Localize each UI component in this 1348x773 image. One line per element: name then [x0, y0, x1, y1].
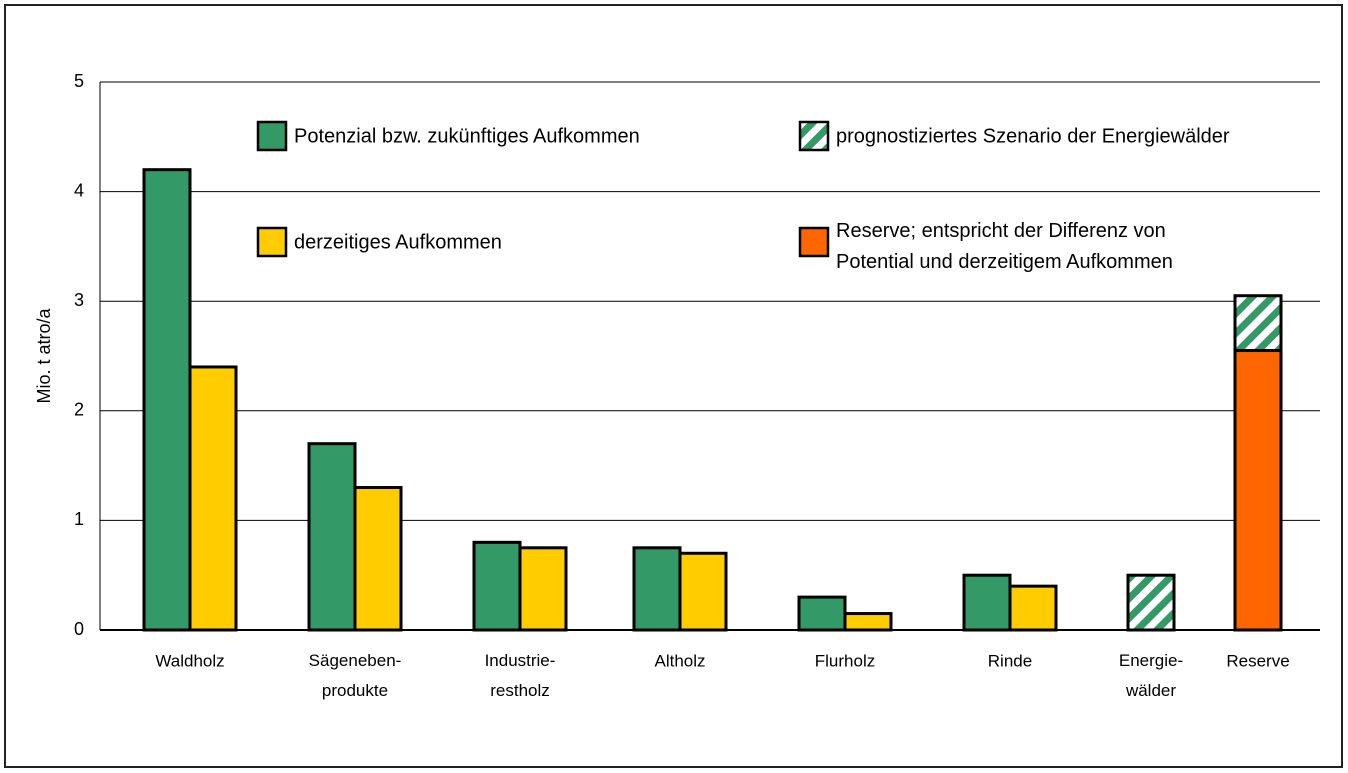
bar: [188, 365, 238, 632]
x-tick-label: Sägeneben-produkte: [309, 651, 402, 700]
x-tick-label: Waldholz: [155, 651, 224, 670]
bar: [1008, 584, 1058, 632]
x-tick-label: Reserve: [1226, 651, 1289, 670]
x-tick-label: Industrie-restholz: [485, 651, 556, 700]
legend-label: Reserve; entspricht der Differenz von Pot…: [836, 220, 1173, 273]
legend-label: derzeitiges Aufkommen: [294, 231, 502, 253]
bar: [632, 546, 682, 632]
y-tick-label: 4: [74, 180, 84, 200]
bar: [1233, 349, 1283, 632]
x-tick-label: Flurholz: [815, 651, 875, 670]
legend-label: prognostiziertes Szenario der Energiewäl…: [836, 125, 1230, 147]
y-axis-label: Mio. t atro/a: [34, 307, 54, 403]
bar: [518, 546, 568, 632]
y-tick-label: 2: [74, 400, 84, 420]
legend-swatch: [256, 120, 288, 152]
y-tick-label: 1: [74, 509, 84, 529]
x-tick-label: Energie-wälder: [1119, 651, 1183, 700]
legend-swatch: [798, 120, 830, 152]
bar: [678, 551, 728, 632]
bar: [307, 442, 357, 632]
bar: [142, 168, 192, 632]
bar: [353, 486, 403, 632]
y-tick-label: 3: [74, 290, 84, 310]
y-tick-label: 5: [74, 71, 84, 91]
bar: [962, 573, 1012, 632]
y-tick-label: 0: [74, 619, 84, 639]
bar: [472, 540, 522, 632]
bar: [843, 612, 893, 632]
legend-swatch: [256, 226, 288, 258]
legend-label: Potenzial bzw. zukünftiges Aufkommen: [294, 125, 640, 147]
bar: [797, 595, 847, 632]
x-tick-label: Altholz: [654, 651, 705, 670]
bar: [1233, 294, 1283, 353]
x-tick-label: Rinde: [988, 651, 1032, 670]
bar: [1126, 573, 1176, 632]
legend-swatch: [798, 226, 830, 258]
